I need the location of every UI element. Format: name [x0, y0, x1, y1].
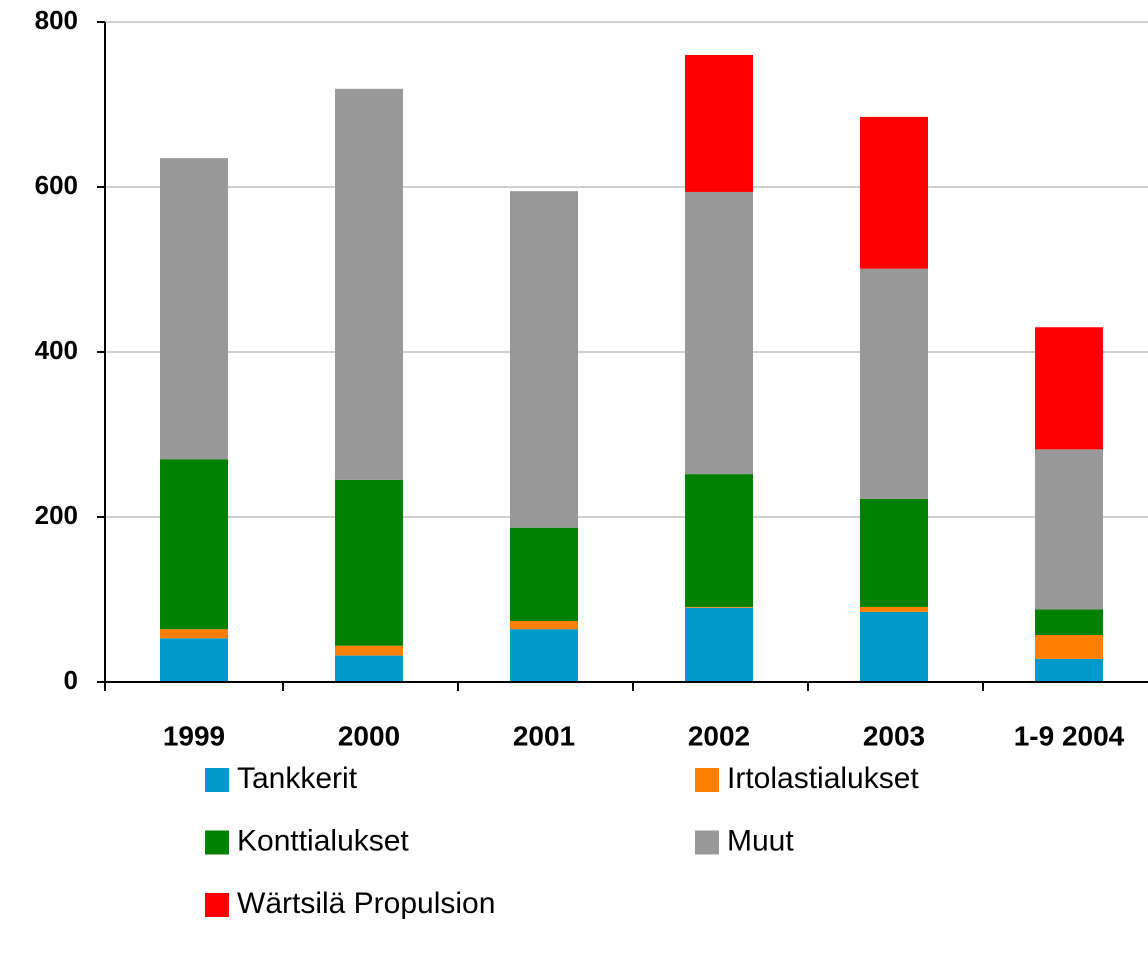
- y-tick-label: 400: [35, 335, 78, 365]
- x-tick-label: 2000: [338, 720, 400, 751]
- x-tick-label: 2001: [513, 720, 575, 751]
- x-tick-label: 2003: [863, 720, 925, 751]
- legend-label: Wärtsilä Propulsion: [237, 887, 495, 920]
- bar-segment: [685, 607, 753, 682]
- bar-segment: [1035, 327, 1103, 450]
- bar-segment: [860, 606, 928, 612]
- bar-segment: [1035, 449, 1103, 610]
- y-tick-label: 800: [35, 5, 78, 35]
- legend-label: Konttialukset: [237, 824, 409, 857]
- bar-segment: [335, 88, 403, 480]
- y-tick-label: 0: [64, 665, 78, 695]
- bar-segment: [335, 655, 403, 682]
- legend-swatch: [205, 893, 229, 917]
- bar-segment: [860, 611, 928, 682]
- legend-swatch: [205, 830, 229, 855]
- legend-label: Muut: [727, 824, 794, 857]
- x-tick-label: 1999: [163, 720, 225, 751]
- bar-segment: [860, 268, 928, 499]
- bar-segment: [510, 629, 578, 682]
- x-tick-label: 1-9 2004: [1014, 720, 1125, 751]
- bar-segment: [510, 191, 578, 528]
- bar-segment: [1035, 609, 1103, 635]
- bar-segment: [1035, 634, 1103, 659]
- bar-segment: [160, 629, 228, 639]
- bar-segment: [860, 498, 928, 607]
- bar-segment: [160, 158, 228, 460]
- bar-segment: [510, 527, 578, 621]
- bar-segment: [335, 645, 403, 656]
- bar-segment: [685, 191, 753, 475]
- bar-segment: [685, 474, 753, 607]
- bar-segment: [860, 116, 928, 269]
- legend-label: Irtolastialukset: [727, 762, 919, 795]
- y-tick-label: 200: [35, 500, 78, 530]
- bar-segment: [160, 638, 228, 682]
- y-tick-label: 600: [35, 170, 78, 200]
- bar-segment: [335, 479, 403, 646]
- legend-swatch: [695, 830, 719, 855]
- legend-swatch: [205, 768, 229, 792]
- x-tick-label: 2002: [688, 720, 750, 751]
- legend-swatch: [695, 768, 719, 792]
- bar-segment: [685, 55, 753, 192]
- legend-label: Tankkerit: [237, 762, 358, 795]
- bar-segment: [1035, 658, 1103, 682]
- bar-segment: [160, 459, 228, 630]
- bar-segment: [510, 620, 578, 630]
- bar-segment: [685, 606, 753, 608]
